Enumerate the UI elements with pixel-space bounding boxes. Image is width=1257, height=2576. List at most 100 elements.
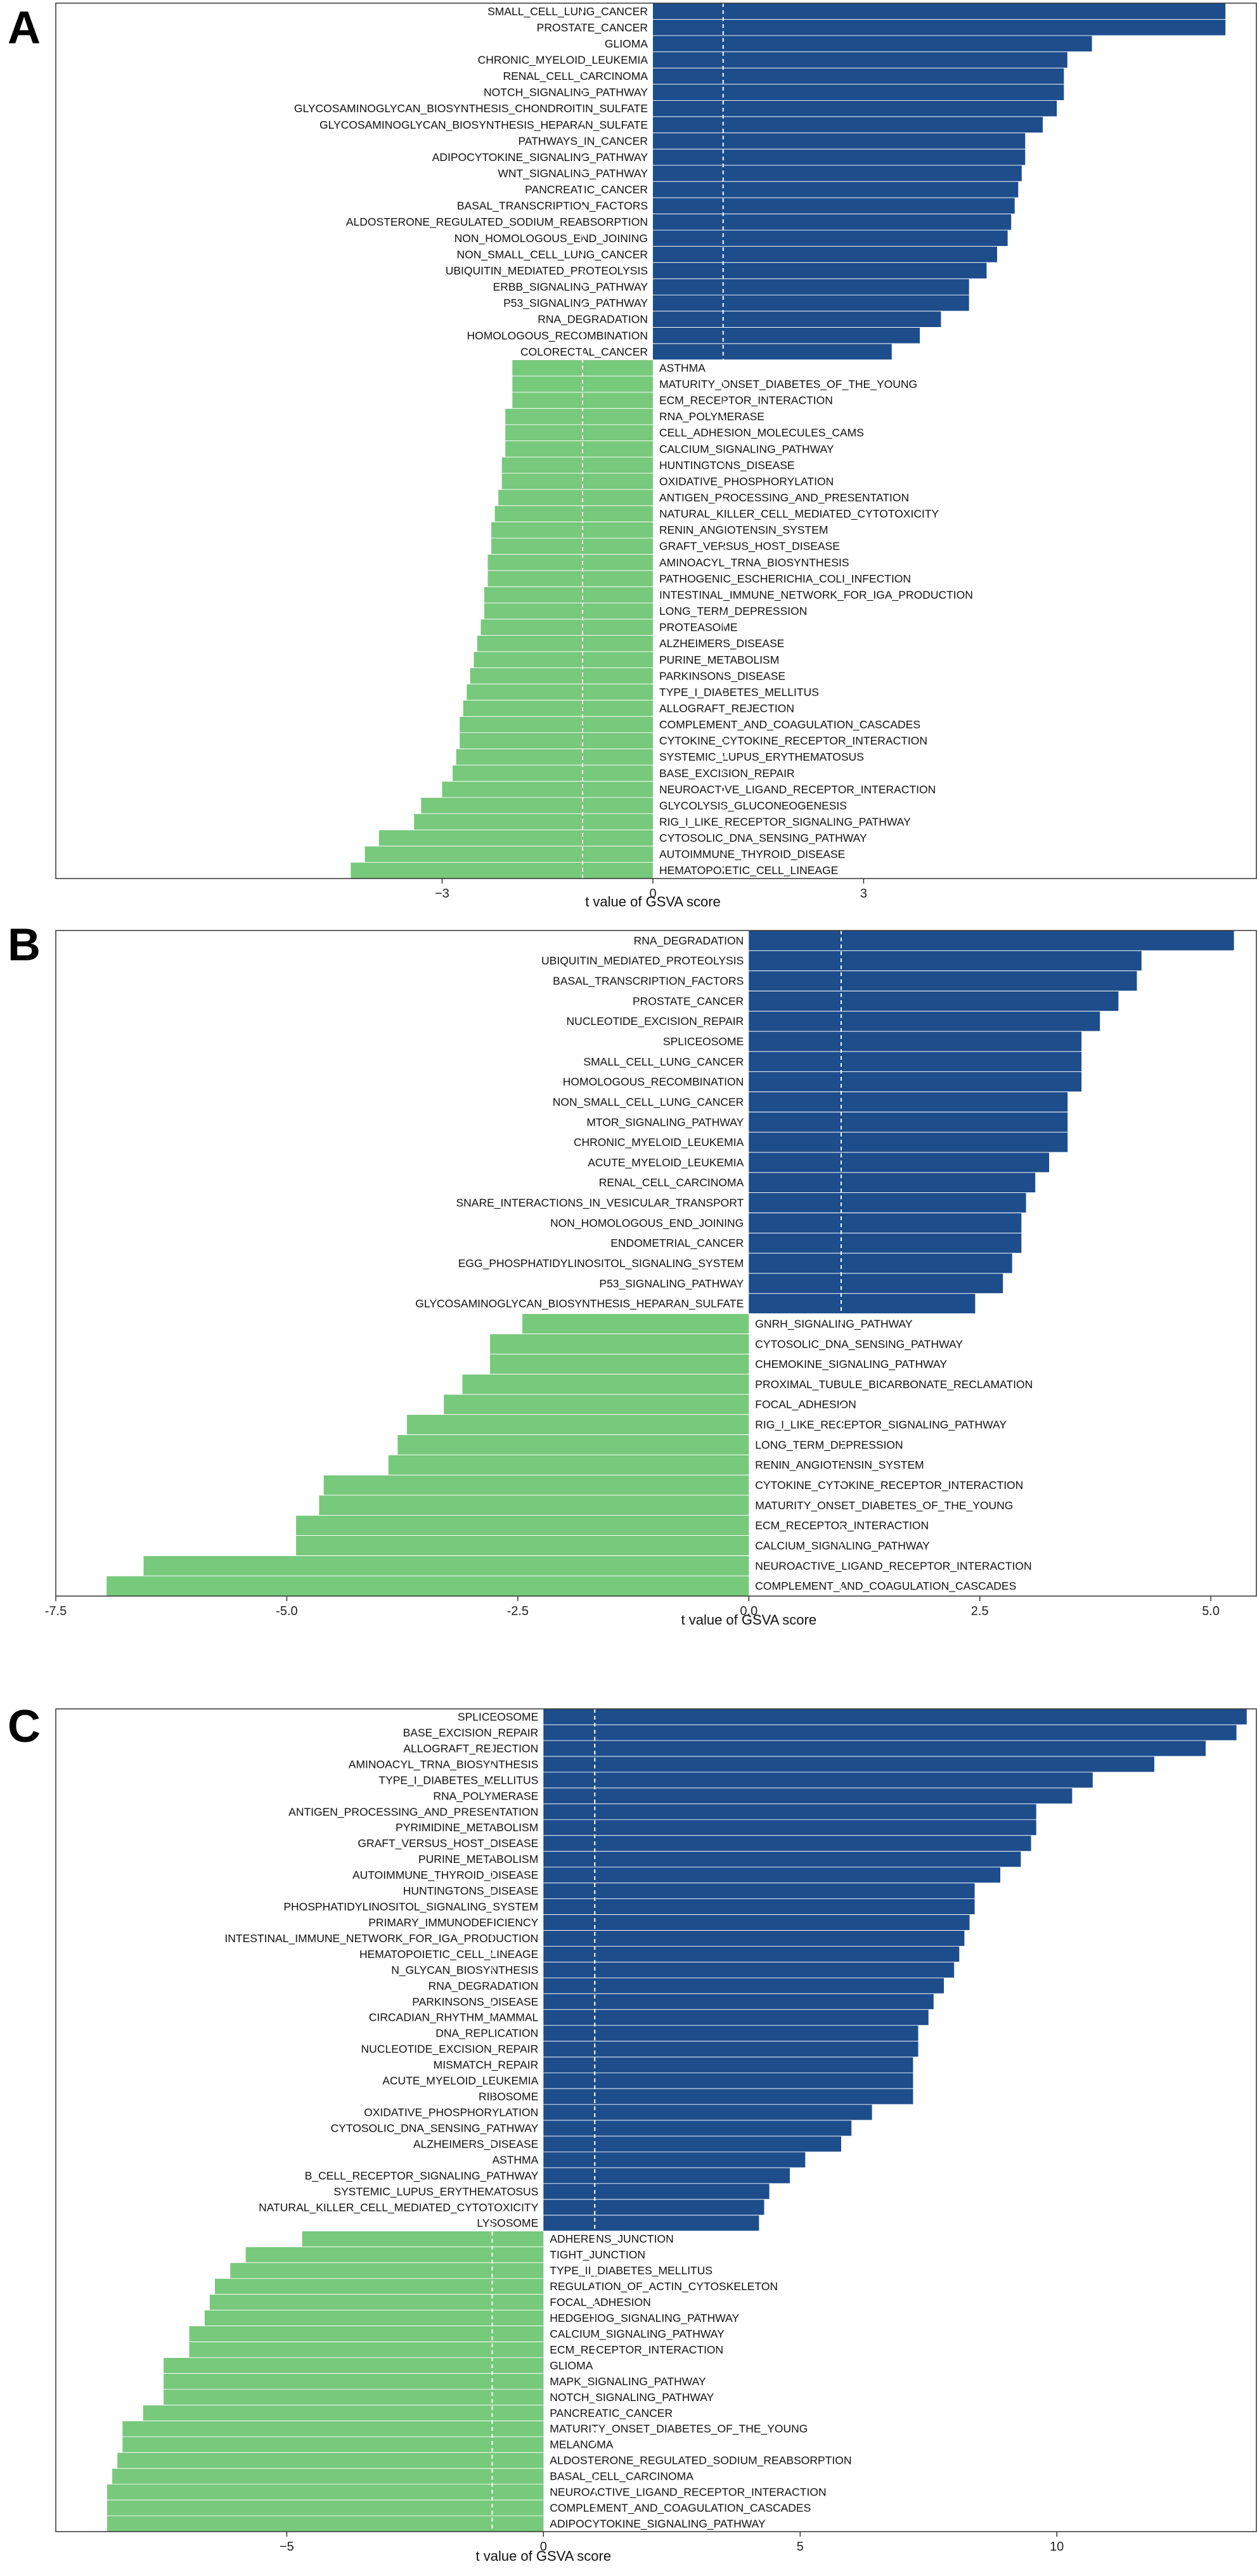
bar-type-i-diabetes-mellitus <box>467 684 653 700</box>
bar-maturity-onset-diabetes-of-the-young <box>122 2421 544 2437</box>
x-tick-label: 5.0 <box>1202 1604 1220 1618</box>
bar-label: CALCIUM_SIGNALING_PATHWAY <box>550 2328 725 2341</box>
bar-pyrimidine-metabolism <box>543 1820 1036 1836</box>
bar-nucleotide-excision-repair <box>543 2041 919 2057</box>
bar-label: ALZHEIMERS_DISEASE <box>659 637 784 650</box>
bar-glioma <box>653 35 1092 52</box>
bar-non-small-cell-lung-cancer <box>653 247 997 262</box>
panel-b: RNA_DEGRADATION UBIQUITIN_MEDIATED_PROTEO… <box>45 930 1257 1628</box>
bar-natural-killer-cell-mediated-cytotoxicity <box>543 2199 764 2215</box>
x-tick-label: −5 <box>280 2540 294 2554</box>
bar-base-excision-repair <box>543 1725 1237 1741</box>
bar-label: PANCREATIC_CANCER <box>525 183 648 196</box>
bar-label: RENIN_ANGIOTENSIN_SYSTEM <box>659 524 828 537</box>
bar-label: ANTIGEN_PROCESSING_AND_PRESENTATION <box>288 1805 538 1819</box>
bar-chemokine-signaling-pathway <box>490 1354 749 1374</box>
bar-endometrial-cancer <box>749 1233 1022 1253</box>
bar-aminoacyl-trna-biosynthesis <box>487 555 653 570</box>
bar-label: ACUTE_MYELOID_LEUKEMIA <box>588 1156 744 1169</box>
bar-label: SYSTEMIC_LUPUS_ERYTHEMATOSUS <box>333 2185 538 2198</box>
bar-label: PATHWAYS_IN_CANCER <box>518 134 648 148</box>
bar-basal-transcription-factors <box>653 198 1015 214</box>
bar-label: CYTOSOLIC_DNA_SENSING_PATHWAY <box>659 832 867 845</box>
bar-label: GRAFT_VERSUS_HOST_DISEASE <box>659 540 840 553</box>
bar-cytosolic-dna-sensing-pathway <box>490 1334 749 1354</box>
bar-label: SMALL_CELL_LUNG_CANCER <box>583 1055 744 1069</box>
bar-label: ASTHMA <box>492 2153 538 2166</box>
bar-label: HUNTINGTONS_DISEASE <box>403 1884 539 1898</box>
bar-egg-phosphatidylinositol-signaling-system <box>749 1253 1012 1273</box>
x-axis-label: t value of GSVA score <box>585 894 721 910</box>
bar-label: OXIDATIVE_PHOSPHORYLATION <box>364 2106 538 2120</box>
bar-non-small-cell-lung-cancer <box>749 1092 1068 1112</box>
bar-autoimmune-thyroid-disease <box>364 846 653 862</box>
bar-glioma <box>164 2357 544 2373</box>
bar-label: MELANOMA <box>550 2438 613 2451</box>
bar-colorectal-cancer <box>653 344 892 360</box>
bar-label: NUCLEOTIDE_EXCISION_REPAIR <box>361 2043 539 2056</box>
bar-label: ADIPOCYTOKINE_SIGNALING_PATHWAY <box>432 151 648 164</box>
bar-label: NON_SMALL_CELL_LUNG_CANCER <box>553 1096 744 1109</box>
x-tick-label: -7.5 <box>45 1604 67 1618</box>
bar-oxidative-phosphorylation <box>501 473 653 489</box>
bar-n-glycan-biosynthesis <box>543 1962 955 1978</box>
bar-label: GLYCOSAMINOGLYCAN_BIOSYNTHESIS_CHONDROIT… <box>294 102 648 115</box>
bar-cytokine-cytokine-receptor-interaction <box>460 733 653 749</box>
bar-prostate-cancer <box>749 991 1119 1011</box>
bar-label: ADHERENS_JUNCTION <box>550 2232 673 2246</box>
bar-label: PURINE_METABOLISM <box>659 654 779 667</box>
x-axis-label: t value of GSVA score <box>476 2548 612 2564</box>
bar-graft-versus-host-disease <box>491 538 653 554</box>
bar-label: TYPE_I_DIABETES_MELLITUS <box>378 1774 538 1787</box>
bar-ubiquitin-mediated-proteolysis <box>749 951 1142 971</box>
bar-mapk-signaling-pathway <box>164 2373 544 2389</box>
bar-notch-signaling-pathway <box>653 84 1064 100</box>
bar-pancreatic-cancer <box>653 181 1019 198</box>
bar-label: ALLOGRAFT_REJECTION <box>403 1742 538 1755</box>
bar-glycosaminoglycan-biosynthesis-heparan-sulfate <box>653 117 1043 133</box>
bar-asthma <box>543 2152 806 2168</box>
bar-maturity-onset-diabetes-of-the-young <box>319 1495 749 1516</box>
bar-label: NOTCH_SIGNALING_PATHWAY <box>484 86 648 100</box>
bar-label: AMINOACYL_TRNA_BIOSYNTHESIS <box>659 556 849 569</box>
bar-p53-signaling-pathway <box>653 295 969 311</box>
bar-spliceosome <box>749 1031 1082 1052</box>
bar-melanoma <box>122 2437 544 2452</box>
bar-label: DNA_REPLICATION <box>435 2027 538 2040</box>
bar-notch-signaling-pathway <box>164 2389 544 2405</box>
bar-non-homologous-end-joining <box>653 230 1008 247</box>
panel-a: SMALL_CELL_LUNG_CANCER PROSTATE_CANCER GLI… <box>55 3 1257 910</box>
bar-natural-killer-cell-mediated-cytotoxicity <box>494 506 653 522</box>
plot-frame <box>55 930 1257 1597</box>
bar-label: PANCREATIC_CANCER <box>550 2407 673 2420</box>
bar-autoimmune-thyroid-disease <box>543 1867 1000 1883</box>
bar-label: SYSTEMIC_LUPUS_ERYTHEMATOSUS <box>659 750 864 764</box>
bar-label: GLIOMA <box>605 37 648 50</box>
bar-label: CHEMOKINE_SIGNALING_PATHWAY <box>755 1358 947 1371</box>
bar-label: ERBB_SIGNALING_PATHWAY <box>493 281 648 294</box>
bar-acute-myeloid-leukemia <box>749 1152 1050 1173</box>
bar-label: CALCIUM_SIGNALING_PATHWAY <box>755 1540 930 1553</box>
bar-label: PHOSPHATIDYLINOSITOL_SIGNALING_SYSTEM <box>283 1900 538 1914</box>
bar-tight-junction <box>245 2247 544 2263</box>
bar-label: MATURITY_ONSET_DIABETES_OF_THE_YOUNG <box>659 378 917 391</box>
bar-label: NOTCH_SIGNALING_PATHWAY <box>550 2391 714 2404</box>
bar-renal-cell-carcinoma <box>653 68 1064 84</box>
bar-label: ALLOGRAFT_REJECTION <box>659 702 794 716</box>
bar-non-homologous-end-joining <box>749 1213 1022 1233</box>
bar-label: GLYCOLYSIS_GLUCONEOGENESIS <box>659 799 847 813</box>
bar-label: RENIN_ANGIOTENSIN_SYSTEM <box>755 1459 924 1472</box>
panel-c: SPLICEOSOME BASE_EXCISION_REPAIR ALLOGRAFT… <box>55 1708 1257 2564</box>
bar-label: TYPE_I_DIABETES_MELLITUS <box>659 686 819 699</box>
bar-adipocytokine-signaling-pathway <box>653 149 1026 165</box>
bar-type-i-diabetes-mellitus <box>543 1772 1093 1788</box>
bar-purine-metabolism <box>543 1852 1021 1867</box>
bar-label: FOCAL_ADHESION <box>755 1398 856 1412</box>
x-tick-label: 0.0 <box>740 1604 757 1618</box>
bar-parkinsons-disease <box>543 1993 934 2009</box>
bar-chronic-myeloid-leukemia <box>653 52 1067 68</box>
bar-huntingtons-disease <box>501 457 653 473</box>
bar-basal-transcription-factors <box>749 971 1137 991</box>
bar-label: UBIQUITIN_MEDIATED_PROTEOLYSIS <box>446 264 648 278</box>
bar-label: P53_SIGNALING_PATHWAY <box>503 297 648 310</box>
